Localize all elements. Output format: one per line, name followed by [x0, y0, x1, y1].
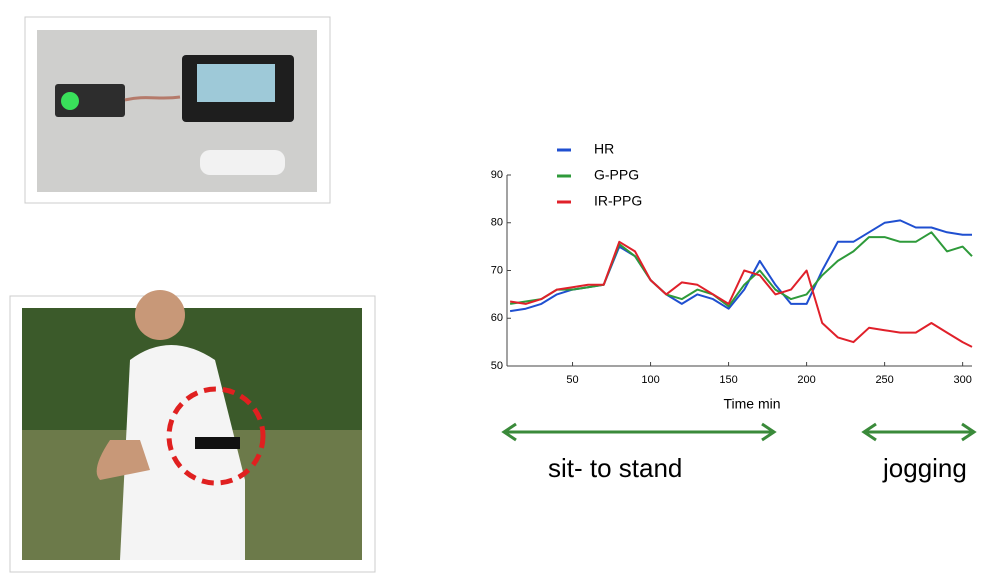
y-tick-label: 70 [491, 264, 503, 276]
series-line [509, 240, 973, 348]
y-tick-label: 90 [491, 169, 503, 181]
head [135, 290, 185, 340]
x-tick-label: 100 [641, 374, 659, 386]
arm [96, 440, 150, 480]
battery [200, 150, 285, 175]
shirt [120, 345, 245, 560]
annotation: jogging [882, 453, 967, 483]
armband [195, 437, 240, 449]
device-photo [24, 16, 331, 204]
arrow-heads [861, 422, 977, 442]
x-tick-label: 200 [797, 374, 815, 386]
led [61, 92, 79, 110]
x-tick-label: 50 [566, 374, 578, 386]
annotation: sit- to stand [548, 453, 682, 483]
screen [197, 64, 275, 102]
y-tick-label: 60 [491, 312, 503, 324]
highlight-circle [166, 386, 266, 486]
legend-label: HR [594, 141, 614, 157]
y-tick-label: 50 [491, 360, 503, 372]
cable [124, 95, 181, 102]
jogger-photo [9, 290, 376, 573]
x-tick-label: 250 [875, 374, 893, 386]
arrow-heads [501, 422, 777, 442]
legend-label: IR-PPG [594, 193, 642, 209]
x-axis-label: Time min [723, 396, 780, 412]
series-line [509, 231, 973, 308]
y-tick-label: 80 [491, 217, 503, 229]
legend-label: G-PPG [594, 167, 639, 183]
series-line [509, 219, 972, 313]
x-tick-label: 300 [953, 374, 971, 386]
x-tick-label: 150 [719, 374, 737, 386]
